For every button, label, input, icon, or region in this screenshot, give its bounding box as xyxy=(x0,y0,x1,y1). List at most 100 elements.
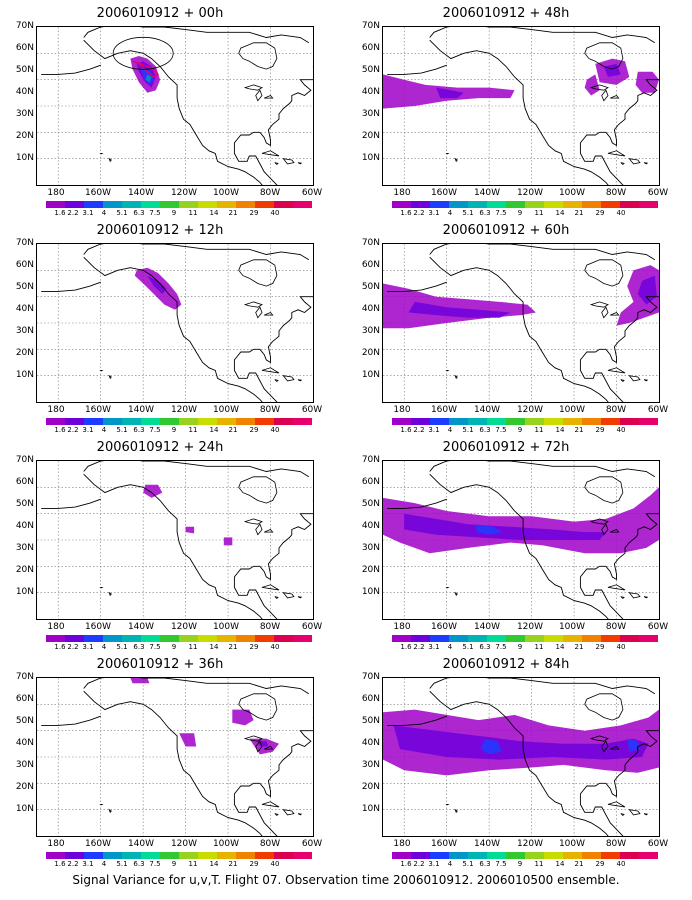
colorbar-label: 21 xyxy=(574,209,584,217)
map-frame xyxy=(382,677,660,837)
coastline xyxy=(261,150,280,157)
lon-tick-label: 140W xyxy=(127,188,155,198)
coastline xyxy=(274,162,279,166)
colorbar-label: 9 xyxy=(517,860,523,868)
flight-track xyxy=(132,60,160,78)
coastline xyxy=(589,518,609,525)
coastline xyxy=(628,158,641,165)
lon-tick-label: 60W xyxy=(647,405,669,415)
lon-tick-label: 80W xyxy=(259,839,281,849)
colorbar xyxy=(46,418,312,425)
lat-tick-label: 10N xyxy=(361,153,380,163)
colorbar-swatch xyxy=(411,852,430,859)
coastline xyxy=(584,476,624,504)
panel-title: 2006010912 + 72h xyxy=(442,440,570,455)
colorbar-swatch xyxy=(430,201,449,208)
colorbar-swatch xyxy=(103,201,122,208)
map-frame xyxy=(36,460,314,620)
lat-tick-label: 50N xyxy=(361,282,380,292)
colorbar-label: 1.6 xyxy=(54,643,66,651)
colorbar-label: 14 xyxy=(209,643,219,651)
colorbar-swatch xyxy=(601,852,620,859)
colorbar-label: 7.5 xyxy=(495,209,507,217)
colorbar-swatch xyxy=(217,201,236,208)
lat-tick-label: 50N xyxy=(15,716,34,726)
coastline xyxy=(607,367,626,374)
colorbar-swatch xyxy=(236,852,255,859)
colorbar-swatch xyxy=(544,852,563,859)
map-frame xyxy=(36,243,314,403)
colorbar-swatch xyxy=(411,201,430,208)
coastline xyxy=(643,162,649,165)
colorbar-swatch xyxy=(620,635,639,642)
colorbar-label: 1.6 xyxy=(54,209,66,217)
map-plot xyxy=(383,461,659,619)
colorbar-label: 3.1 xyxy=(428,860,440,868)
lat-tick-label: 40N xyxy=(361,304,380,314)
coastline xyxy=(261,801,280,808)
colorbar-label: 4 xyxy=(447,426,453,434)
lon-tick-label: 80W xyxy=(259,622,281,632)
coastline xyxy=(243,735,263,742)
lat-tick-label: 40N xyxy=(361,521,380,531)
colorbar-label: 7.5 xyxy=(149,209,161,217)
coastline xyxy=(238,693,278,721)
lon-tick-label: 60W xyxy=(301,622,323,632)
lon-tick-label: 160W xyxy=(84,405,112,415)
colorbar-label: 21 xyxy=(574,426,584,434)
coastline xyxy=(643,596,649,599)
coastline xyxy=(610,746,620,750)
colorbar-swatch xyxy=(217,418,236,425)
lat-tick-label: 70N xyxy=(361,21,380,31)
colorbar-label: 4 xyxy=(101,209,107,217)
colorbar-swatch xyxy=(582,201,601,208)
colorbar-swatch xyxy=(122,418,141,425)
lat-tick-label: 20N xyxy=(361,782,380,792)
colorbar-label: 3.1 xyxy=(82,426,94,434)
colorbar-label: 2.2 xyxy=(67,860,79,868)
colorbar-swatch xyxy=(639,852,658,859)
colorbar-label: 11 xyxy=(534,209,544,217)
coastline xyxy=(643,813,649,816)
colorbar-label: 2.2 xyxy=(413,209,425,217)
lon-tick-label: 60W xyxy=(301,188,323,198)
colorbar-label: 5.1 xyxy=(462,860,474,868)
colorbar-swatch xyxy=(122,635,141,642)
coastline xyxy=(429,678,656,695)
colorbar-swatch xyxy=(274,418,293,425)
variance-contour xyxy=(408,301,511,318)
lat-tick-label: 50N xyxy=(15,499,34,509)
colorbar-swatch xyxy=(582,852,601,859)
colorbar-swatch xyxy=(103,852,122,859)
coastline xyxy=(261,367,280,374)
coastline xyxy=(83,473,313,619)
colorbar-swatch xyxy=(544,418,563,425)
coastline xyxy=(83,27,310,44)
colorbar-label: 1.6 xyxy=(400,426,412,434)
lat-tick-label: 70N xyxy=(361,672,380,682)
coastline xyxy=(584,259,624,287)
observation-region-outline xyxy=(112,36,174,70)
coastline xyxy=(387,64,447,75)
coastline xyxy=(238,42,278,70)
lat-tick-label: 60N xyxy=(361,43,380,53)
colorbar-swatch xyxy=(179,635,198,642)
lon-tick-label: 140W xyxy=(473,188,501,198)
lon-tick-label: 120W xyxy=(170,839,198,849)
colorbar-swatch xyxy=(601,201,620,208)
colorbar-label: 21 xyxy=(228,643,238,651)
coastline xyxy=(620,162,625,166)
lat-tick-label: 30N xyxy=(361,326,380,336)
colorbar-label: 5.1 xyxy=(116,209,128,217)
coastline xyxy=(429,461,656,478)
variance-contour xyxy=(404,513,606,540)
colorbar-swatch xyxy=(506,201,525,208)
lon-tick-label: 180 xyxy=(47,622,65,632)
colorbar-swatch xyxy=(236,201,255,208)
colorbar-swatch xyxy=(217,852,236,859)
coastline xyxy=(584,42,624,70)
colorbar-swatch xyxy=(582,418,601,425)
coastline xyxy=(601,740,609,753)
lon-tick-label: 180 xyxy=(393,188,411,198)
colorbar-swatch xyxy=(563,418,582,425)
